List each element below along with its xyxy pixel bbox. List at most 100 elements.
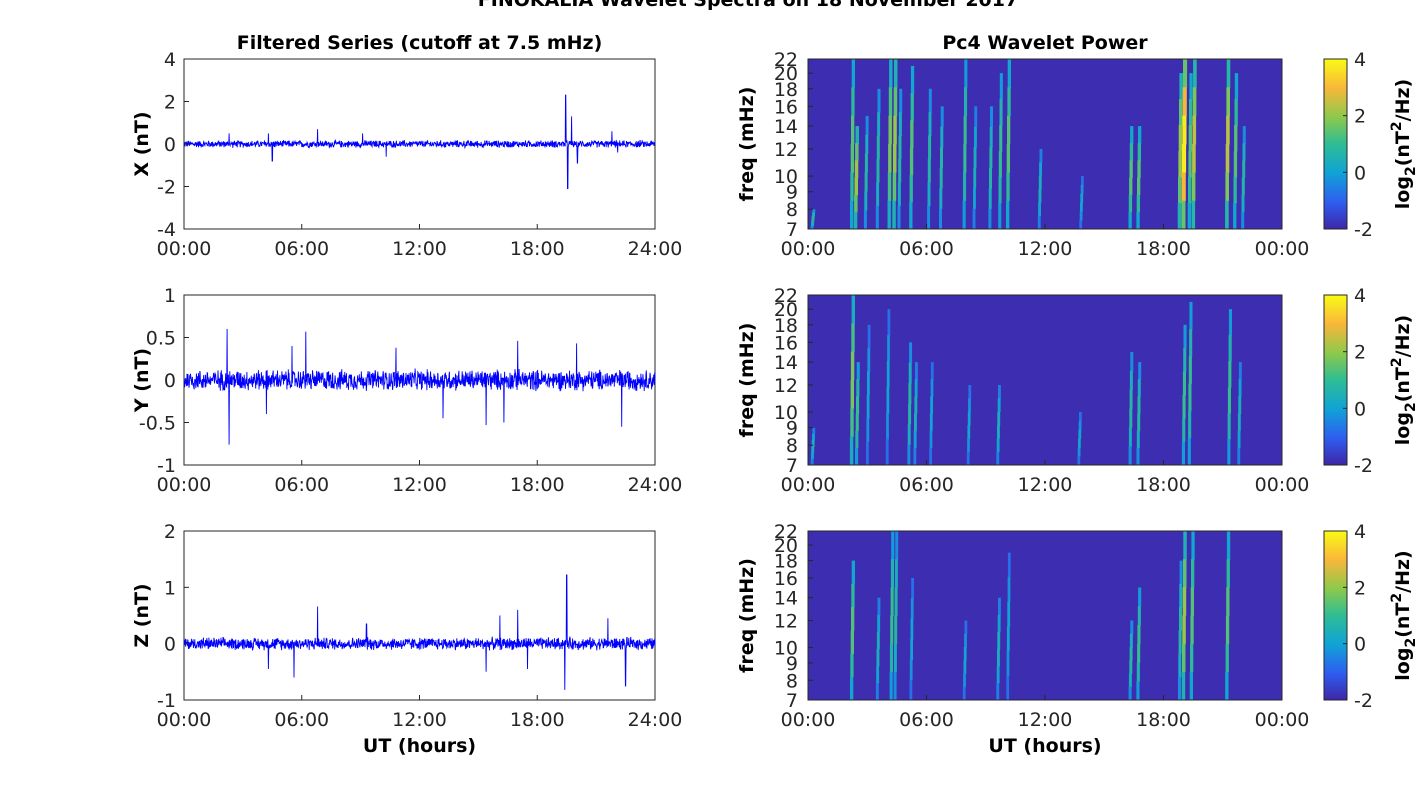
wavelet-panel-1-burst-segment: [850, 144, 854, 173]
wavelet-panel-1-burst-segment: [850, 200, 854, 230]
wavelet-panel-3-burst-segment: [909, 679, 913, 701]
line-panel-1-ytick-label: 4: [164, 49, 176, 71]
wavelet-panel-1-burst: [998, 73, 1003, 230]
figure-suptitle: FINOKALIA Wavelet Spectra on 18 November…: [478, 0, 1018, 11]
wavelet-panel-1-burst-segment: [1182, 87, 1187, 117]
wavelet-panel-2-burst-segment: [850, 351, 855, 381]
wavelet-panel-3-burst: [996, 597, 1001, 701]
wavelet-panel-1-burst-segment: [1181, 200, 1186, 230]
line-panel-2-ytick-label: 0: [164, 370, 176, 392]
wavelet-panel-2-burst-segment: [929, 413, 933, 432]
colorbar-2: 4 2 0 -2 log2(nT2/Hz): [1323, 285, 1418, 477]
wavelet-panel-1-burst-segment: [1234, 125, 1238, 152]
wavelet-panel-1-burst-segment: [888, 144, 892, 173]
wavelet-panel-1-burst: [875, 88, 881, 230]
wavelet-panel-2-burst-segment: [1188, 410, 1192, 439]
wavelet-panel-1-burst-segment: [1188, 151, 1192, 178]
wavelet-panel-2-ytick-label: 20: [774, 299, 798, 321]
wavelet-panel-3-burst-segment: [877, 597, 881, 616]
wavelet-panel-1-burst: [962, 59, 968, 230]
wavelet-panel-1-burst-segment: [1241, 211, 1245, 230]
wavelet-panel-3-burst: [1128, 620, 1134, 701]
wavelet-panel-2-burst: [1237, 362, 1242, 466]
wavelet-panel-2-burst-segment: [866, 394, 870, 419]
wavelet-panel-2-burst: [810, 427, 816, 466]
wavelet-panel-1-burst-segment: [851, 115, 855, 145]
wavelet-panel-2-burst-segment: [1227, 439, 1231, 466]
wavelet-panel-1-burst-segment: [1178, 177, 1182, 204]
wavelet-panel-2-burst-segment: [967, 438, 970, 453]
wavelet-panel-1-burst: [1181, 59, 1188, 230]
wavelet-panel-3-burst: [1178, 560, 1183, 701]
wavelet-panel-1-burst-segment: [812, 212, 815, 217]
wavelet-panel-1-burst-segment: [897, 205, 901, 230]
line-panel-1-xtick-label: 18:00: [510, 238, 565, 260]
wavelet-panel-3-burst-segment: [1182, 587, 1187, 616]
wavelet-panel-1-burst-segment: [939, 188, 943, 210]
wavelet-panel-3-ytick-label: 20: [774, 535, 798, 557]
wavelet-panel-1-burst-segment: [1241, 194, 1245, 213]
wavelet-panel-2-burst-segment: [997, 425, 1000, 439]
colorbar-label: log2(nT2/Hz): [1389, 550, 1418, 680]
wavelet-panel-1-burst-segment: [1192, 115, 1197, 145]
wavelet-panel-2-burst-segment: [867, 371, 870, 396]
wavelet-panel-2-ytick-label: 14: [774, 352, 798, 374]
wavelet-panel-3-burst-segment: [1178, 653, 1182, 678]
wavelet-panel-2-burst-segment: [866, 418, 870, 443]
wavelet-panel-1-burst-segment: [889, 59, 893, 88]
wavelet-panel-1-burst-segment: [999, 73, 1003, 100]
wavelet-panel-2-burst-segment: [886, 413, 889, 440]
wavelet-panel-3-burst-segment: [894, 587, 898, 616]
wavelet-panel-1-burst: [1233, 73, 1239, 230]
wavelet-panel-1-burst-segment: [1006, 144, 1010, 173]
wavelet-panel-1-burst-segment: [898, 158, 902, 183]
wavelet-panel-1-burst-segment: [1179, 99, 1183, 126]
wavelet-panel-3-burst-segment: [876, 665, 880, 684]
wavelet-panel-3-burst-segment: [850, 676, 854, 701]
line-panel-1-ytick-label: -4: [157, 219, 176, 241]
wavelet-panel-3-burst-segment: [1225, 671, 1229, 701]
wavelet-panel-3-burst-segment: [877, 614, 881, 633]
wavelet-panel-1-burst-segment: [1038, 175, 1042, 190]
wavelet-panel-1-burst-segment: [1242, 126, 1246, 144]
wavelet-panel-1-burst-segment: [1129, 160, 1133, 179]
wavelet-panel-3-burst: [893, 531, 899, 701]
wavelet-panel-2-burst-segment: [908, 362, 912, 384]
wavelet-panel-1-burst-segment: [1191, 172, 1196, 202]
wavelet-panel-1-burst-segment: [998, 151, 1002, 178]
wavelet-panel-3-burst-segment: [876, 631, 880, 650]
wavelet-panel-1-burst-segment: [1136, 211, 1140, 230]
wavelet-panel-1-burst-segment: [1183, 59, 1188, 88]
wavelet-panel-3-burst: [850, 560, 855, 701]
wavelet-panel-2-ytick-label: 22: [774, 285, 798, 307]
wavelet-panel-1-burst: [1225, 59, 1231, 230]
wavelet-panel-3-burst-segment: [963, 647, 967, 661]
wavelet-panel-2-burst-segment: [1077, 447, 1081, 457]
line-panel-3-ytick-label: 0: [164, 634, 176, 656]
wavelet-panel-3-burst-segment: [997, 631, 1001, 650]
wavelet-panel-1-burst-segment: [853, 211, 858, 230]
wavelet-panel-2-burst-segment: [812, 427, 816, 435]
wavelet-panel-1-burst-segment: [1006, 172, 1010, 202]
line-panel-2-xtick-label: 06:00: [274, 474, 329, 496]
wavelet-panel-2-burst-segment: [996, 438, 1000, 453]
wavelet-panel-2-burst-segment: [885, 439, 889, 466]
wavelet-panel-3-burst-segment: [964, 633, 967, 648]
wavelet-panel-1-burst-segment: [1182, 144, 1187, 173]
wavelet-panel-2-burst-segment: [908, 383, 912, 405]
wavelet-panel-1-burst-segment: [1080, 202, 1083, 212]
wavelet-panel-3-burst-segment: [850, 653, 854, 678]
wavelet-panel-1-burst-segment: [964, 87, 968, 117]
wavelet-panel-3-ytick-label: 16: [774, 568, 798, 590]
wavelet-panel-1-burst-segment: [887, 200, 891, 230]
wavelet-panel-1-burst-segment: [851, 87, 855, 117]
wavelet-panel-1-burst: [972, 106, 978, 230]
wavelet-panel-1-burst-segment: [1233, 177, 1237, 204]
wavelet-panel-2-burst-segment: [866, 441, 869, 466]
wavelet-panel-3-burst: [875, 597, 881, 701]
wavelet-panel-2-burst-segment: [855, 413, 859, 432]
wavelet-panel-3-ytick-label: 9: [786, 653, 798, 675]
wavelet-panel-2-burst-segment: [1238, 396, 1242, 415]
wavelet-panel-1-burst-segment: [1038, 189, 1042, 203]
